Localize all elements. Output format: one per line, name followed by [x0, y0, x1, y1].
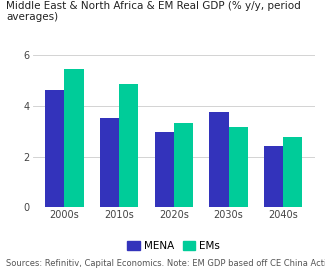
Text: Sources: Refinitiv, Capital Economics. Note: EM GDP based off CE China Activity : Sources: Refinitiv, Capital Economics. N… — [6, 259, 325, 268]
Bar — [228, 127, 248, 207]
Bar — [283, 137, 302, 207]
Bar — [46, 90, 64, 207]
Bar — [100, 118, 119, 207]
Bar — [209, 112, 228, 207]
Text: Middle East & North Africa & EM Real GDP (% y/y, period: Middle East & North Africa & EM Real GDP… — [6, 1, 301, 11]
Bar — [64, 69, 84, 207]
Bar — [264, 146, 283, 207]
Text: averages): averages) — [6, 12, 58, 22]
Bar — [155, 132, 174, 207]
Bar — [174, 123, 193, 207]
Legend: MENA, EMs: MENA, EMs — [123, 237, 225, 256]
Bar — [119, 84, 138, 207]
